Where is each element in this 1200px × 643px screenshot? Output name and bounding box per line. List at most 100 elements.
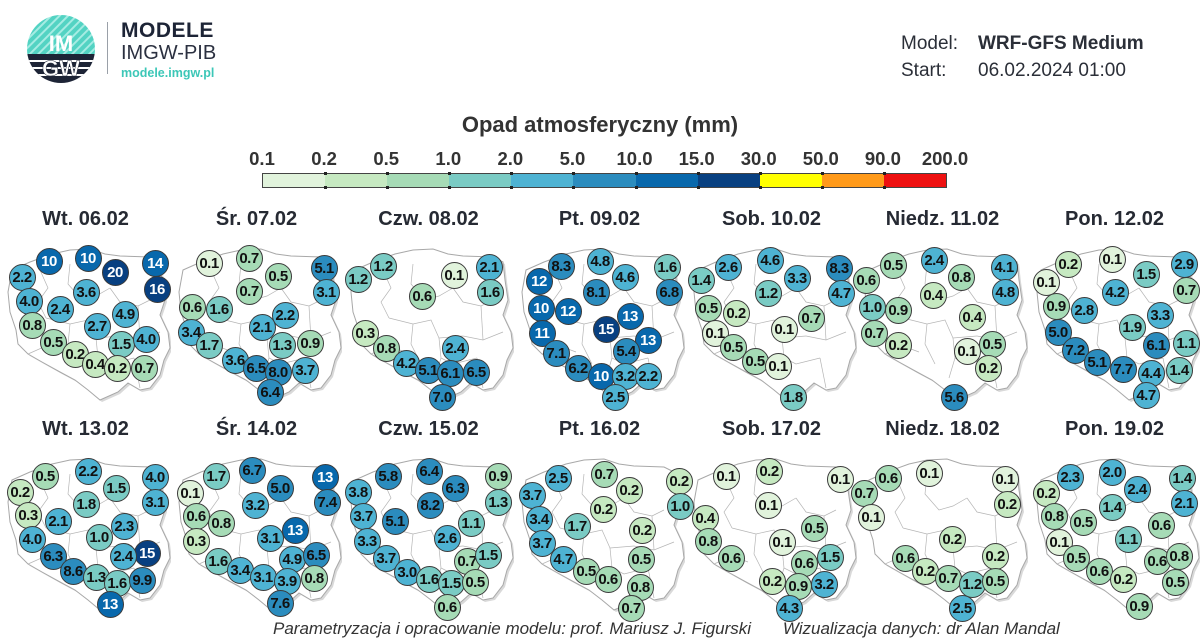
- credit-visualization: Wizualizacja danych: dr Alan Mandal: [782, 619, 1060, 638]
- legend-swatch: [696, 172, 760, 189]
- precipitation-bubble: 0.4: [958, 303, 986, 331]
- region-border: [280, 497, 322, 517]
- precipitation-bubble: 0.9: [1042, 292, 1070, 320]
- precipitation-bubble: 4.8: [991, 278, 1019, 306]
- precipitation-bubble: 0.8: [18, 311, 46, 339]
- precipitation-bubble: 0.3: [14, 501, 42, 529]
- poland-map: 0.1 0.2 0.1 0.1 0.4 0.8 0.6 0.5 0.1 0.6 1.5 0.2 0.9 3…: [686, 450, 857, 622]
- precipitation-bubble: 1.5: [474, 541, 502, 569]
- legend-threshold-label: 200.0: [921, 148, 969, 169]
- day-map: Pt. 16.02 3.7 2.5 0.7 0.2 0.2 1.0 0.2 3.4 1.7 0.2 3…: [514, 418, 694, 623]
- legend-swatch: [448, 172, 512, 189]
- legend-swatch: [634, 172, 698, 189]
- precipitation-bubble: 2.3: [110, 512, 138, 540]
- region-border: [581, 323, 593, 365]
- day-map: Wt. 13.02 0.2 0.5 2.2 1.5 4.0 3.1 1.8 0.3 2.1 2.3 4…: [0, 418, 171, 623]
- legend-swatch: [324, 172, 388, 189]
- precipitation-bubble: 0.2: [938, 525, 966, 553]
- precipitation-bubble: 2.7: [83, 312, 111, 340]
- precipitation-bubble: 5.6: [940, 383, 968, 411]
- precipitation-bubble: 0.1: [440, 261, 468, 289]
- precipitation-bubble: 0.1: [768, 528, 796, 556]
- precipitation-bubble: 5.1: [1083, 348, 1111, 376]
- precipitation-bubble: 2.5: [948, 594, 976, 622]
- legend-threshold-label: 15.0: [678, 148, 715, 169]
- precipitation-bubble: 7.7: [1109, 355, 1137, 383]
- precipitation-bubble: 0.2: [628, 516, 656, 544]
- precipitation-bubble: 0.1: [176, 479, 204, 507]
- precipitation-bubble: 0.2: [589, 495, 617, 523]
- precipitation-bubble: 4.9: [111, 300, 139, 328]
- poland-map: 10 10 20 14 16 2.2 4.0 2.4 3.6 4.9 2.7 0.8 0.5 1.5 4.0…: [0, 240, 171, 410]
- legend-threshold-label: 1.0: [435, 148, 462, 169]
- precipitation-bubble: 0.5: [1161, 568, 1189, 596]
- precipitation-bubble: 0.2: [615, 476, 643, 504]
- region-border: [894, 479, 906, 529]
- brand-subtitle: IMGW-PIB: [121, 42, 217, 64]
- day-map: Czw. 08.02 1.2 1.2 0.1 2.1 1.6 0.6 0.3 0.8 2.4 4.2…: [343, 208, 514, 413]
- day-map: Pon. 19.02 0.2 2.3 2.0 2.4 1.4 2.1 1.4 0.8 0.5 0.6…: [1029, 418, 1200, 623]
- precipitation-bubble: 0.5: [627, 545, 655, 573]
- legend-color-bar: [262, 172, 947, 189]
- precipitation-bubble: 0.5: [741, 347, 769, 375]
- region-border: [924, 473, 968, 511]
- precipitation-bubble: 1.2: [369, 252, 397, 280]
- legend-threshold-label: 0.2: [311, 148, 337, 169]
- precipitation-bubble: 0.1: [764, 352, 792, 380]
- precipitation-bubble: 1.6: [653, 253, 681, 281]
- precipitation-bubble: 10: [35, 247, 63, 275]
- precipitation-bubble: 2.2: [634, 362, 662, 390]
- precipitation-bubble: 6.8: [655, 278, 683, 306]
- precipitation-bubble: 2.6: [433, 524, 461, 552]
- precipitation-bubble: 6.4: [256, 378, 284, 406]
- precipitation-bubble: 0.7: [1172, 276, 1200, 304]
- precipitation-bubble: 0.5: [31, 462, 59, 490]
- precipitation-bubble: 0.2: [981, 542, 1009, 570]
- precipitation-bubble: 7.6: [266, 589, 294, 617]
- precipitation-bubble: 0.1: [915, 459, 943, 487]
- day-title: Sob. 17.02: [722, 418, 821, 440]
- precipitation-bubble: 1.4: [687, 266, 715, 294]
- precipitation-bubble: 5.0: [1044, 318, 1072, 346]
- precipitation-bubble: 10: [587, 362, 615, 390]
- precipitation-bubble: 6.3: [441, 474, 469, 502]
- precipitation-bubble: 12: [525, 267, 553, 295]
- day-map: Śr. 07.02 0.1 0.7 0.5 5.1 3.1 0.7 0.6 1.6 3.4 2.2 2…: [171, 208, 342, 413]
- region-border: [280, 287, 322, 307]
- precipitation-bubble: 0.7: [850, 479, 878, 507]
- precipitation-bubble: 2.6: [714, 253, 742, 281]
- precipitation-bubble: 3.3: [1146, 301, 1174, 329]
- precipitation-bubble: 6.1: [1142, 331, 1170, 359]
- precipitation-bubble: 0.1: [1032, 268, 1060, 296]
- brand-url[interactable]: modele.imgw.pl: [121, 66, 215, 80]
- precipitation-bubble: 4.7: [549, 545, 577, 573]
- precipitation-bubble: 8.3: [547, 252, 575, 280]
- precipitation-bubble: 2.1: [475, 253, 503, 281]
- precipitation-bubble: 0.9: [296, 329, 324, 357]
- legend-swatch: [882, 172, 947, 189]
- poland-map: 0.1 0.7 0.5 5.1 3.1 0.7 0.6 1.6 3.4 2.2 2.1 1.7 1.3 0…: [171, 240, 342, 410]
- precipitation-bubble: 4.0: [18, 525, 46, 553]
- precipitation-bubble: 0.9: [1125, 592, 1153, 620]
- precipitation-bubble: 12: [554, 297, 582, 325]
- credit-model: Parametryzacja i opracowanie modelu: pro…: [273, 619, 752, 638]
- precipitation-bubble: 2.2: [271, 301, 299, 329]
- legend-threshold-label: 30.0: [740, 148, 777, 169]
- precipitation-bubble: 0.9: [784, 572, 812, 600]
- brand: MODELE IMGW-PIB modele.imgw.pl: [121, 20, 216, 82]
- precipitation-bubble: 2.8: [1070, 296, 1098, 324]
- precipitation-bubble: 0.6: [433, 593, 461, 621]
- precipitation-bubble: 0.7: [860, 319, 888, 347]
- precipitation-bubble: 0.2: [758, 567, 786, 595]
- precipitation-bubble: 0.9: [884, 296, 912, 324]
- precipitation-bubble: 0.8: [372, 334, 400, 362]
- day-title: Pt. 09.02: [558, 208, 641, 230]
- precipitation-bubble: 1.0: [858, 293, 886, 321]
- precipitation-bubble: 0.6: [594, 565, 622, 593]
- precipitation-bubble: 6.5: [462, 358, 490, 386]
- precipitation-bubble: 0.7: [617, 594, 645, 622]
- start-value: 06.02.2024 01:00: [978, 60, 1126, 81]
- precipitation-bubble: 8.3: [825, 254, 853, 282]
- precipitation-bubble: 9.9: [128, 566, 156, 594]
- precipitation-bubble: 15: [133, 539, 161, 567]
